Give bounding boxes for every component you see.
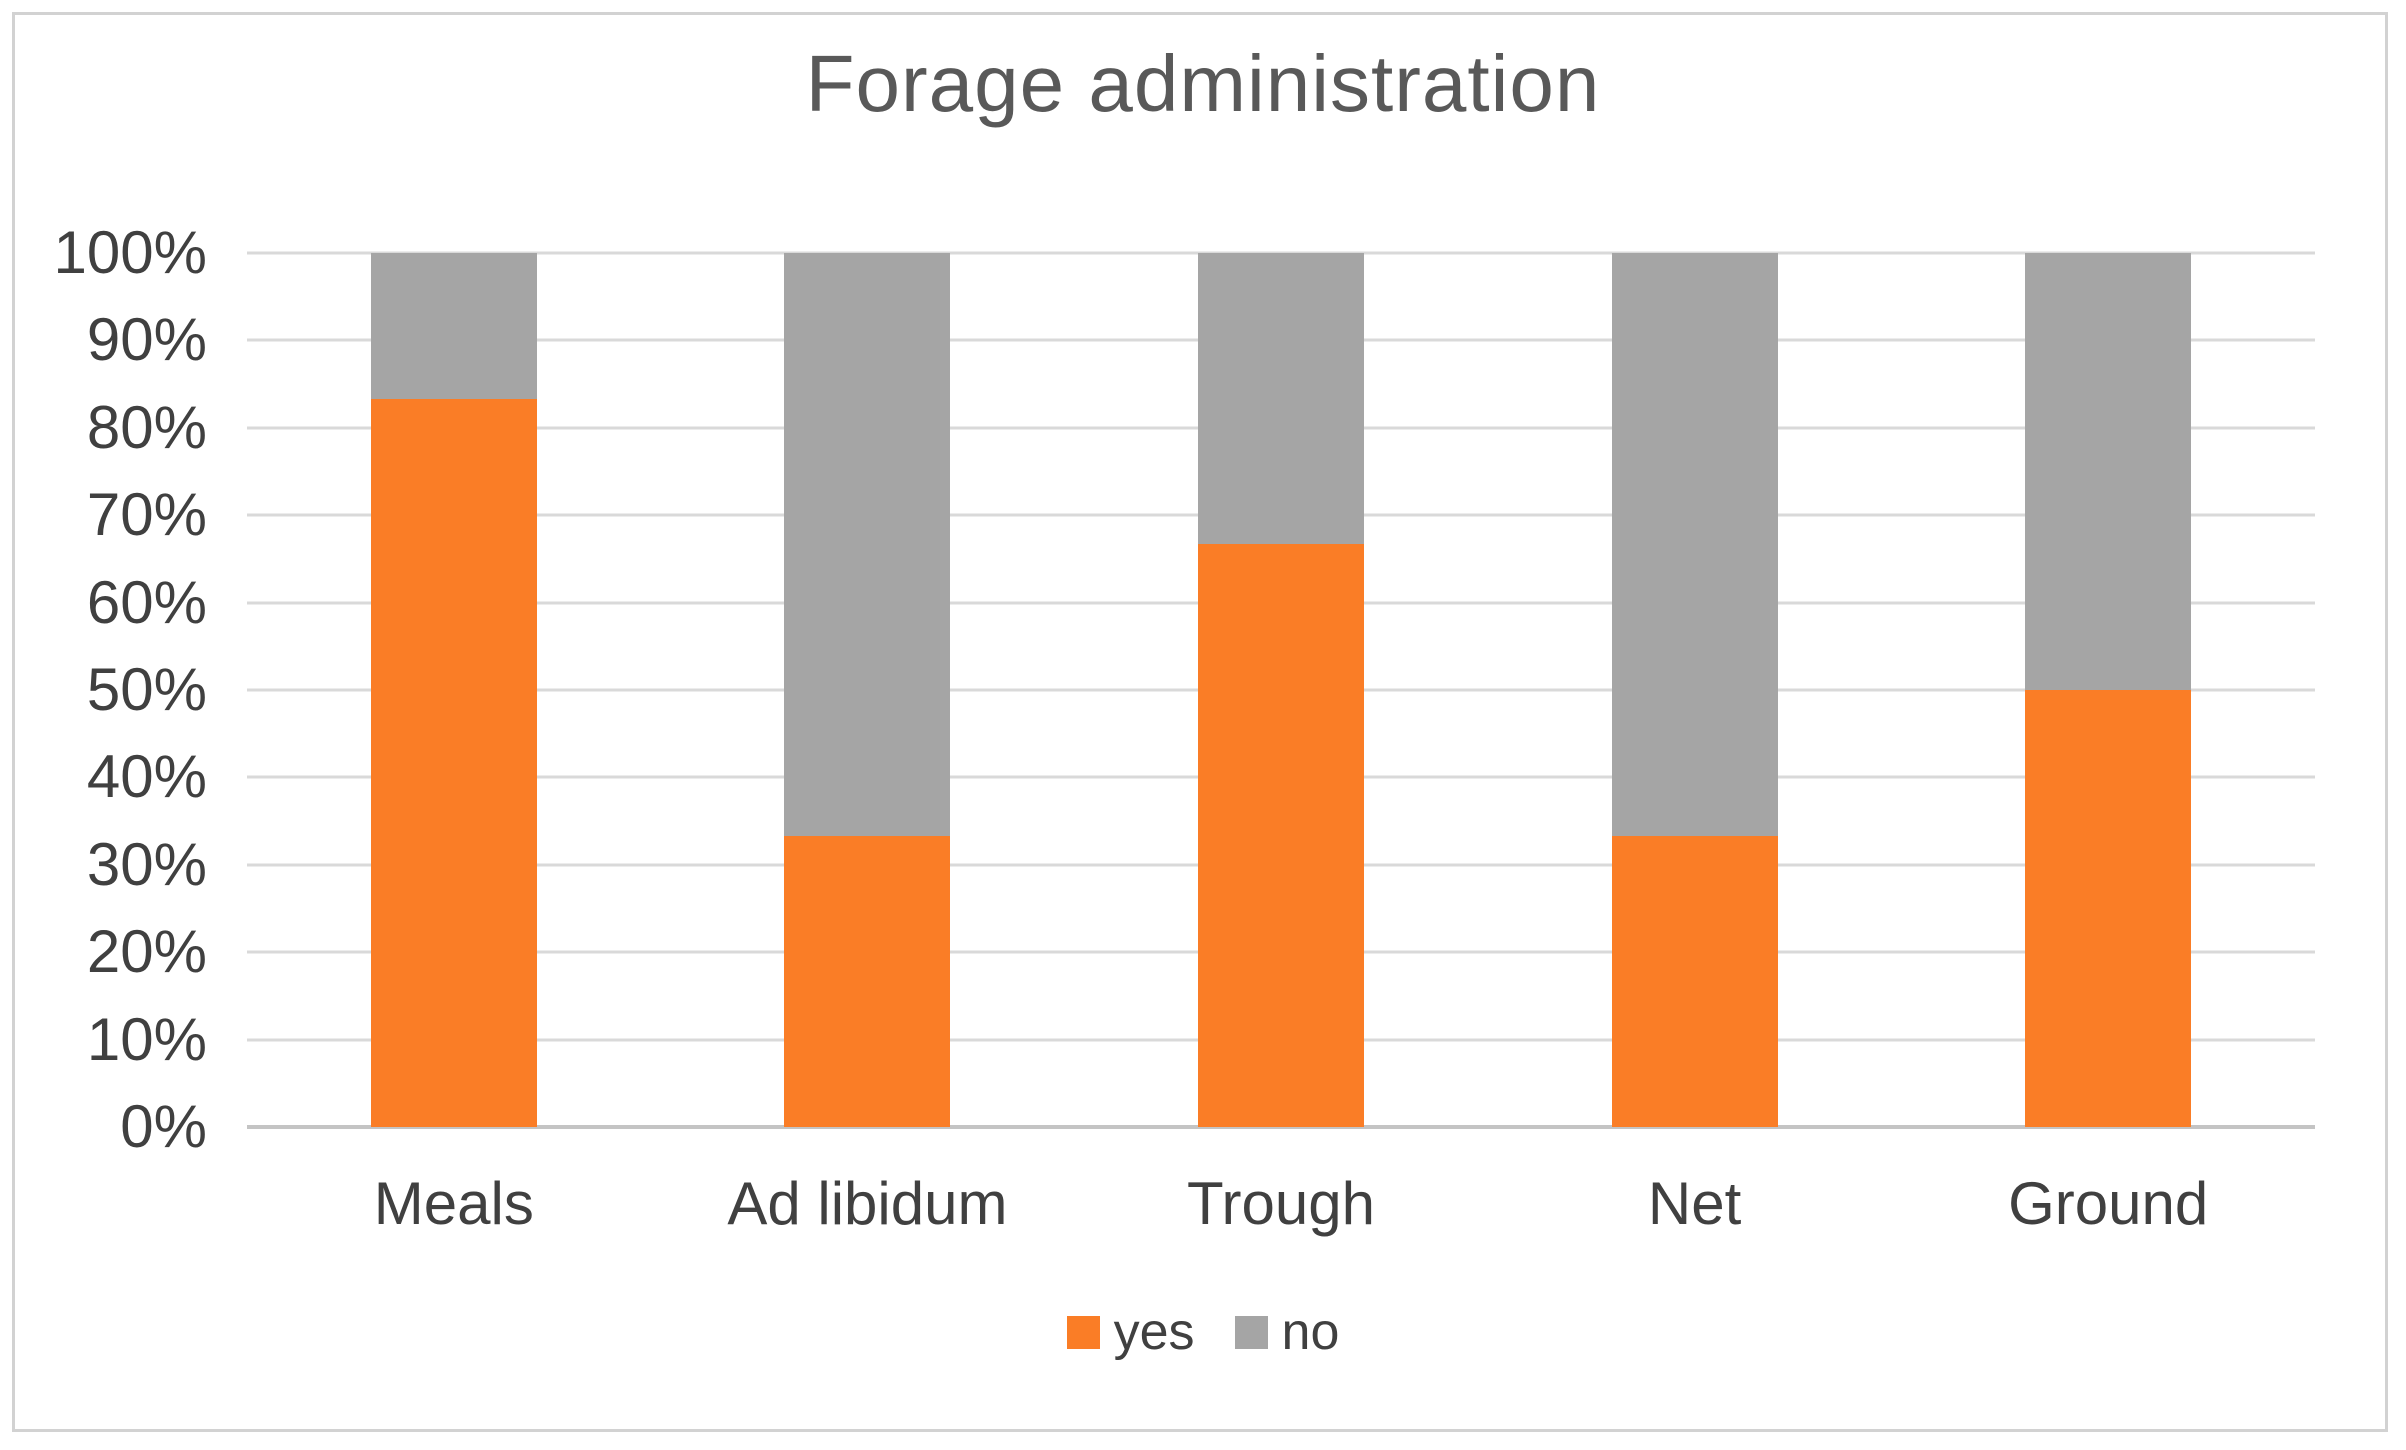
- bar-segment-yes: [2025, 690, 2192, 1127]
- bar-column: [1611, 253, 1778, 1127]
- bar-column: [2025, 253, 2192, 1127]
- legend-item-no: no: [1234, 1303, 1340, 1361]
- bar-segment-yes: [370, 398, 537, 1127]
- bar-column: [784, 253, 951, 1127]
- x-axis-category-label: Ad libidum: [727, 1170, 1008, 1237]
- bar-column: [370, 253, 537, 1127]
- chart-title: Forage administration: [805, 39, 1601, 128]
- bar-segment-no: [784, 253, 951, 836]
- bar-segment-no: [370, 253, 537, 399]
- x-axis-category-label: Net: [1647, 1170, 1742, 1237]
- x-axis-baseline: [247, 1125, 2315, 1129]
- bar-segment-no: [2025, 253, 2192, 690]
- x-axis-category-label: Meals: [373, 1170, 534, 1237]
- legend-swatch-yes: [1066, 1315, 1100, 1349]
- legend-label-no: no: [1281, 1303, 1340, 1361]
- x-axis-category-label: Ground: [2008, 1170, 2209, 1237]
- plot-area: 0%10%20%30%40%50%60%70%80%90%100%MealsAd…: [54, 223, 2315, 1237]
- gridline: [247, 251, 2315, 255]
- legend-label-yes: yes: [1113, 1303, 1195, 1361]
- bar-segment-yes: [1198, 544, 1364, 1127]
- bar-segment-yes: [1611, 835, 1778, 1127]
- x-axis-category-label: Trough: [1187, 1170, 1375, 1237]
- bar-column: [1198, 253, 1364, 1127]
- legend-item-yes: yes: [1066, 1303, 1195, 1361]
- legend: yes no: [0, 1306, 2406, 1358]
- bar-segment-no: [1198, 253, 1364, 545]
- bar-segment-yes: [784, 835, 951, 1127]
- bar-segment-no: [1611, 253, 1778, 836]
- legend-swatch-no: [1234, 1315, 1268, 1349]
